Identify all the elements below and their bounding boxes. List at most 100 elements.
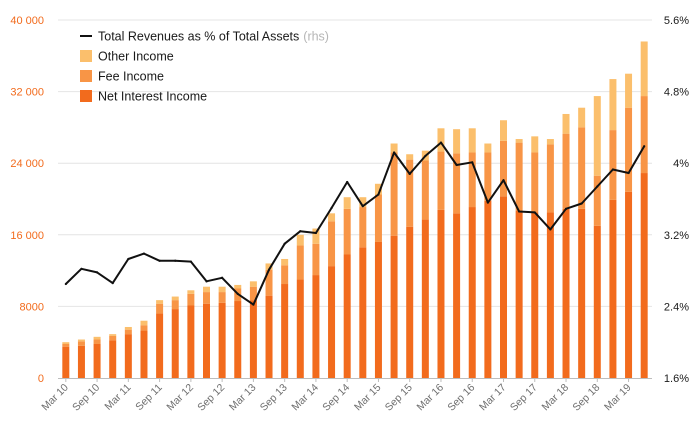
bar-fee-income bbox=[484, 152, 492, 201]
bar-fee-income bbox=[62, 343, 70, 347]
bar-other-income bbox=[203, 286, 210, 293]
bar-other-income bbox=[171, 296, 179, 301]
bar-other-income bbox=[265, 263, 273, 270]
bar-fee-income bbox=[453, 153, 461, 214]
bar-other-income bbox=[578, 107, 586, 128]
bar-fee-income bbox=[203, 292, 210, 304]
revenue-ratio-point bbox=[299, 230, 302, 233]
legend-label: Fee Income bbox=[98, 70, 164, 84]
bar-other-income bbox=[531, 136, 539, 153]
bar-other-income bbox=[140, 320, 148, 326]
bar-other-income bbox=[390, 143, 398, 153]
bar-other-income bbox=[406, 154, 414, 160]
bar-other-income bbox=[218, 286, 226, 293]
x-tick-label: Mar 19 bbox=[602, 382, 634, 414]
legend-label-text: Total Revenues as % of Total Assets bbox=[98, 30, 299, 44]
bar-net-interest-income bbox=[234, 301, 242, 378]
bar-fee-income bbox=[312, 243, 320, 276]
bar-other-income bbox=[93, 336, 101, 340]
legend-label-text: Net Interest Income bbox=[98, 90, 207, 104]
bar-fee-income bbox=[406, 159, 414, 227]
bar-net-interest-income bbox=[625, 191, 633, 378]
bar-fee-income bbox=[640, 96, 648, 174]
bar-fee-income bbox=[109, 335, 117, 341]
revenue-ratio-point bbox=[236, 292, 239, 295]
y-right-tick-label: 4.8% bbox=[664, 87, 689, 99]
y-left-tick-label: 16 000 bbox=[10, 230, 44, 242]
bar-other-income bbox=[77, 339, 85, 342]
revenue-ratio-point bbox=[95, 271, 99, 274]
x-tick-label: Mar 18 bbox=[540, 382, 572, 414]
revenue-ratio-point bbox=[611, 168, 615, 171]
bar-fee-income bbox=[359, 207, 367, 248]
x-tick-label: Sep 17 bbox=[508, 382, 540, 414]
x-tick-label: Sep 12 bbox=[195, 382, 227, 414]
left-y-axis: 0 8000 16 000 24 000 32 000 40 000 bbox=[10, 15, 44, 385]
bar-other-income bbox=[515, 139, 523, 143]
revenue-ratio-point bbox=[439, 141, 443, 144]
bar-fee-income bbox=[531, 152, 539, 213]
bar-other-income bbox=[359, 197, 367, 208]
bar-net-interest-income bbox=[359, 247, 367, 378]
x-tick-label: Sep 14 bbox=[320, 382, 352, 414]
revenue-ratio-point bbox=[346, 180, 349, 184]
bar-net-interest-income bbox=[156, 313, 164, 378]
x-tick-label: Sep 15 bbox=[383, 382, 415, 414]
bar-fee-income bbox=[343, 208, 351, 255]
bar-net-interest-income bbox=[406, 226, 414, 378]
bar-other-income bbox=[374, 183, 382, 195]
bar-fee-income bbox=[140, 325, 148, 331]
revenue-ratio-point bbox=[174, 259, 177, 262]
revenue-ratio-point bbox=[80, 267, 83, 270]
legend-swatch bbox=[80, 50, 92, 62]
y-left-tick-label: 32 000 bbox=[10, 87, 44, 99]
revenue-ratio-point bbox=[533, 211, 536, 214]
bar-net-interest-income bbox=[203, 303, 210, 378]
revenue-ratio-point bbox=[111, 282, 114, 285]
revenue-ratio-point bbox=[361, 205, 364, 208]
x-tick-label: Mar 14 bbox=[289, 382, 321, 414]
y-left-tick-label: 24 000 bbox=[10, 158, 44, 170]
bar-fee-income bbox=[593, 175, 601, 226]
revenue-ratio-line bbox=[64, 141, 646, 306]
bar-other-income bbox=[593, 96, 601, 176]
bar-other-income bbox=[562, 113, 570, 134]
revenue-ratio-point bbox=[502, 179, 505, 182]
bar-net-interest-income bbox=[281, 284, 289, 378]
revenue-ratio-point bbox=[221, 276, 224, 279]
bar-net-interest-income bbox=[531, 212, 539, 378]
y-left-tick-label: 0 bbox=[38, 373, 44, 385]
bar-fee-income bbox=[437, 151, 445, 210]
revenue-ratio-point bbox=[486, 201, 489, 204]
revenue-ratio-point bbox=[408, 172, 411, 176]
bar-fee-income bbox=[77, 341, 85, 346]
bar-net-interest-income bbox=[312, 275, 320, 378]
bar-other-income bbox=[296, 234, 304, 246]
revenue-ratio-point bbox=[205, 280, 208, 283]
bar-net-interest-income bbox=[171, 309, 179, 378]
bar-other-income bbox=[124, 326, 132, 330]
bar-net-interest-income bbox=[593, 225, 601, 378]
bar-net-interest-income bbox=[562, 208, 570, 378]
bar-fee-income bbox=[421, 160, 429, 220]
x-tick-label: Mar 11 bbox=[102, 382, 133, 413]
bar-other-income bbox=[343, 197, 351, 209]
x-tick-label: Mar 13 bbox=[227, 382, 259, 414]
bar-net-interest-income bbox=[437, 209, 445, 378]
revenue-ratio-point bbox=[392, 151, 396, 154]
bar-other-income bbox=[625, 73, 633, 108]
bar-net-interest-income bbox=[390, 235, 398, 378]
bar-other-income bbox=[500, 120, 507, 141]
bar-net-interest-income bbox=[374, 241, 382, 378]
bar-net-interest-income bbox=[218, 302, 226, 378]
bar-net-interest-income bbox=[93, 343, 101, 378]
bar-other-income bbox=[249, 281, 257, 287]
bar-fee-income bbox=[171, 300, 179, 310]
revenue-ratio-point bbox=[643, 145, 646, 148]
revenue-ratio-point bbox=[564, 207, 568, 210]
bar-fee-income bbox=[281, 265, 289, 285]
bar-fee-income bbox=[500, 140, 507, 197]
revenue-ratio-point bbox=[471, 161, 474, 164]
revenue-ratio-point bbox=[158, 259, 161, 262]
bar-net-interest-income bbox=[609, 199, 617, 378]
